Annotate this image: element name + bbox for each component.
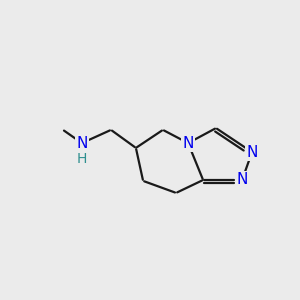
Text: N: N: [182, 136, 194, 151]
Text: N: N: [76, 136, 88, 151]
Text: N: N: [236, 172, 248, 188]
Text: N: N: [246, 145, 258, 160]
Text: H: H: [77, 152, 87, 166]
